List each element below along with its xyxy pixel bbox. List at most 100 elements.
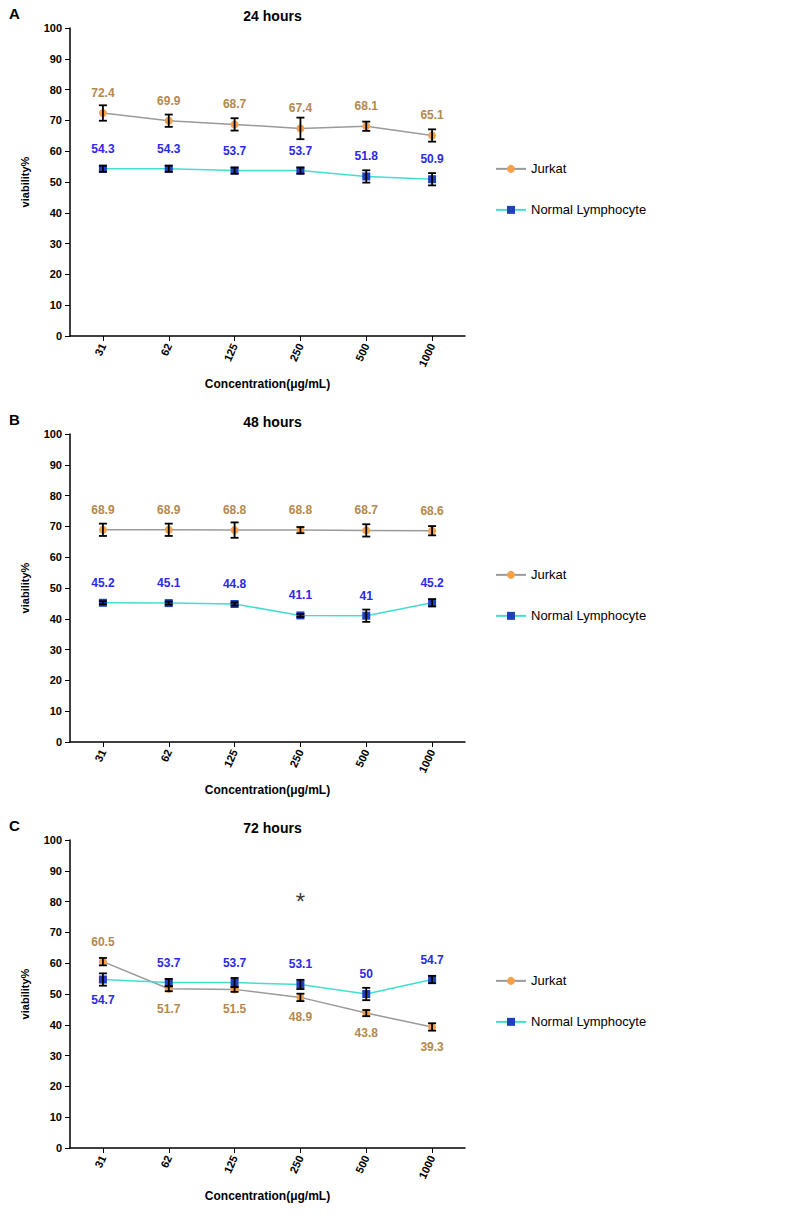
- svg-text:A: A: [9, 5, 20, 22]
- svg-text:48.9: 48.9: [289, 1010, 313, 1024]
- svg-text:68.7: 68.7: [223, 97, 247, 111]
- svg-text:30: 30: [50, 238, 62, 250]
- svg-text:60: 60: [50, 145, 62, 157]
- svg-text:62: 62: [158, 341, 174, 357]
- svg-text:50: 50: [360, 967, 374, 981]
- svg-text:44.8: 44.8: [223, 577, 247, 591]
- svg-text:Normal Lymphocyte: Normal Lymphocyte: [531, 608, 646, 623]
- svg-text:50: 50: [50, 582, 62, 594]
- svg-text:C: C: [9, 817, 20, 834]
- svg-text:68.1: 68.1: [355, 99, 379, 113]
- svg-text:48 hours: 48 hours: [243, 414, 302, 430]
- svg-text:10: 10: [50, 299, 62, 311]
- svg-text:40: 40: [50, 1019, 62, 1031]
- svg-text:B: B: [9, 411, 20, 428]
- svg-text:62: 62: [158, 1153, 174, 1169]
- svg-text:Normal Lymphocyte: Normal Lymphocyte: [531, 1014, 646, 1029]
- svg-text:40: 40: [50, 613, 62, 625]
- svg-text:Normal Lymphocyte: Normal Lymphocyte: [531, 202, 646, 217]
- svg-text:250: 250: [287, 747, 306, 769]
- svg-text:80: 80: [50, 84, 62, 96]
- svg-text:0: 0: [56, 1142, 62, 1154]
- svg-text:45.2: 45.2: [91, 576, 115, 590]
- svg-text:125: 125: [221, 747, 240, 769]
- svg-text:60: 60: [50, 957, 62, 969]
- svg-text:250: 250: [287, 1153, 306, 1175]
- svg-text:54.7: 54.7: [91, 993, 115, 1007]
- svg-text:viability%: viability%: [19, 562, 31, 613]
- svg-text:Concentration(μg/mL): Concentration(μg/mL): [205, 1189, 330, 1203]
- svg-text:50.9: 50.9: [420, 152, 444, 166]
- svg-text:Jurkat: Jurkat: [531, 567, 567, 582]
- svg-text:500: 500: [353, 341, 372, 363]
- svg-text:0: 0: [56, 736, 62, 748]
- svg-text:69.9: 69.9: [157, 94, 181, 108]
- svg-text:viability%: viability%: [19, 156, 31, 207]
- svg-text:60: 60: [50, 551, 62, 563]
- svg-text:100: 100: [44, 22, 62, 34]
- svg-text:68.8: 68.8: [223, 503, 247, 517]
- svg-text:Concentration(μg/mL): Concentration(μg/mL): [205, 783, 330, 797]
- svg-text:100: 100: [44, 428, 62, 440]
- svg-text:1000: 1000: [416, 1153, 437, 1180]
- svg-text:53.7: 53.7: [289, 144, 313, 158]
- svg-text:24 hours: 24 hours: [243, 8, 302, 24]
- svg-text:62: 62: [158, 747, 174, 763]
- svg-text:500: 500: [353, 1153, 372, 1175]
- svg-text:50: 50: [50, 176, 62, 188]
- svg-text:70: 70: [50, 114, 62, 126]
- svg-text:45.2: 45.2: [420, 576, 444, 590]
- svg-text:Jurkat: Jurkat: [531, 973, 567, 988]
- svg-text:90: 90: [50, 459, 62, 471]
- svg-text:viability%: viability%: [19, 968, 31, 1019]
- svg-text:30: 30: [50, 644, 62, 656]
- svg-text:20: 20: [50, 674, 62, 686]
- svg-text:50: 50: [50, 988, 62, 1000]
- svg-text:500: 500: [353, 747, 372, 769]
- svg-text:125: 125: [221, 1153, 240, 1175]
- svg-text:1000: 1000: [416, 341, 437, 368]
- svg-text:125: 125: [221, 341, 240, 363]
- svg-text:10: 10: [50, 705, 62, 717]
- svg-text:60.5: 60.5: [91, 935, 115, 949]
- svg-text:90: 90: [50, 865, 62, 877]
- svg-text:53.7: 53.7: [223, 144, 247, 158]
- svg-text:70: 70: [50, 520, 62, 532]
- svg-text:Jurkat: Jurkat: [531, 161, 567, 176]
- svg-text:45.1: 45.1: [157, 576, 181, 590]
- svg-text:53.7: 53.7: [223, 956, 247, 970]
- svg-text:72.4: 72.4: [91, 86, 115, 100]
- svg-text:39.3: 39.3: [420, 1040, 444, 1054]
- svg-text:54.7: 54.7: [420, 953, 444, 967]
- svg-text:80: 80: [50, 896, 62, 908]
- svg-text:51.8: 51.8: [355, 149, 379, 163]
- svg-text:68.8: 68.8: [289, 503, 313, 517]
- svg-text:68.9: 68.9: [157, 503, 181, 517]
- svg-text:68.6: 68.6: [420, 504, 444, 518]
- svg-text:41.1: 41.1: [289, 588, 313, 602]
- svg-text:43.8: 43.8: [355, 1026, 379, 1040]
- svg-text:31: 31: [92, 747, 108, 763]
- svg-text:31: 31: [92, 1153, 108, 1169]
- svg-text:0: 0: [56, 330, 62, 342]
- svg-text:65.1: 65.1: [420, 108, 444, 122]
- svg-text:40: 40: [50, 207, 62, 219]
- svg-text:51.7: 51.7: [157, 1002, 181, 1016]
- svg-text:250: 250: [287, 341, 306, 363]
- svg-text:20: 20: [50, 268, 62, 280]
- svg-text:72 hours: 72 hours: [243, 820, 302, 836]
- svg-text:68.7: 68.7: [355, 503, 379, 517]
- svg-text:53.7: 53.7: [157, 956, 181, 970]
- svg-text:70: 70: [50, 926, 62, 938]
- svg-text:1000: 1000: [416, 747, 437, 774]
- svg-text:20: 20: [50, 1080, 62, 1092]
- svg-text:90: 90: [50, 53, 62, 65]
- svg-text:31: 31: [92, 341, 108, 357]
- svg-text:54.3: 54.3: [157, 142, 181, 156]
- svg-text:10: 10: [50, 1111, 62, 1123]
- svg-text:41: 41: [360, 589, 374, 603]
- svg-text:30: 30: [50, 1050, 62, 1062]
- svg-text:100: 100: [44, 834, 62, 846]
- svg-text:54.3: 54.3: [91, 142, 115, 156]
- svg-text:Concentration(μg/mL): Concentration(μg/mL): [205, 377, 330, 391]
